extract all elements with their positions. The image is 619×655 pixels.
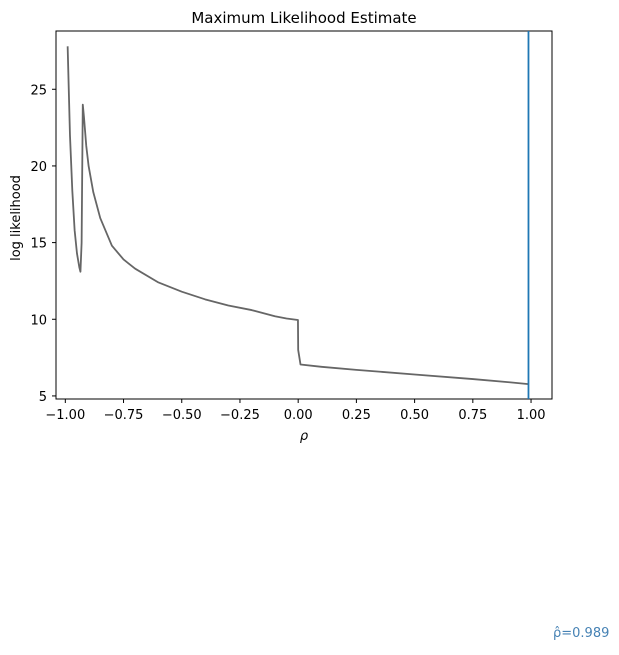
x-tick-label: −0.75 <box>104 408 144 423</box>
y-axis-label: log likelihood <box>9 175 24 261</box>
x-tick-label: 0.00 <box>284 408 313 423</box>
x-tick-label: 0.75 <box>458 408 487 423</box>
y-tick-label: 25 <box>30 83 47 98</box>
plot-area <box>55 30 553 400</box>
x-axis: −1.00 −0.75 −0.50 −0.25 0.00 0.25 0.50 0.75 1.00 <box>45 399 546 423</box>
y-tick-label: 10 <box>30 313 47 328</box>
x-tick-label: 0.50 <box>400 408 429 423</box>
x-tick-label: 1.00 <box>517 408 546 423</box>
x-tick-label: −0.25 <box>220 408 260 423</box>
y-tick-label: 20 <box>30 160 47 175</box>
y-axis: 5 10 15 20 25 <box>30 83 56 405</box>
series-line-0 <box>66 46 529 386</box>
x-tick-label: −1.00 <box>45 408 85 423</box>
chart-title: Maximum Likelihood Estimate <box>191 9 416 27</box>
rho-hat-annotation: ρ̂=0.989 <box>553 626 610 641</box>
x-axis-label: ρ <box>300 429 309 444</box>
plot-frame <box>55 30 553 400</box>
x-tick-label: −0.50 <box>162 408 202 423</box>
y-tick-label: 5 <box>39 390 47 405</box>
x-tick-label: 0.25 <box>342 408 371 423</box>
y-tick-label: 15 <box>30 237 47 252</box>
